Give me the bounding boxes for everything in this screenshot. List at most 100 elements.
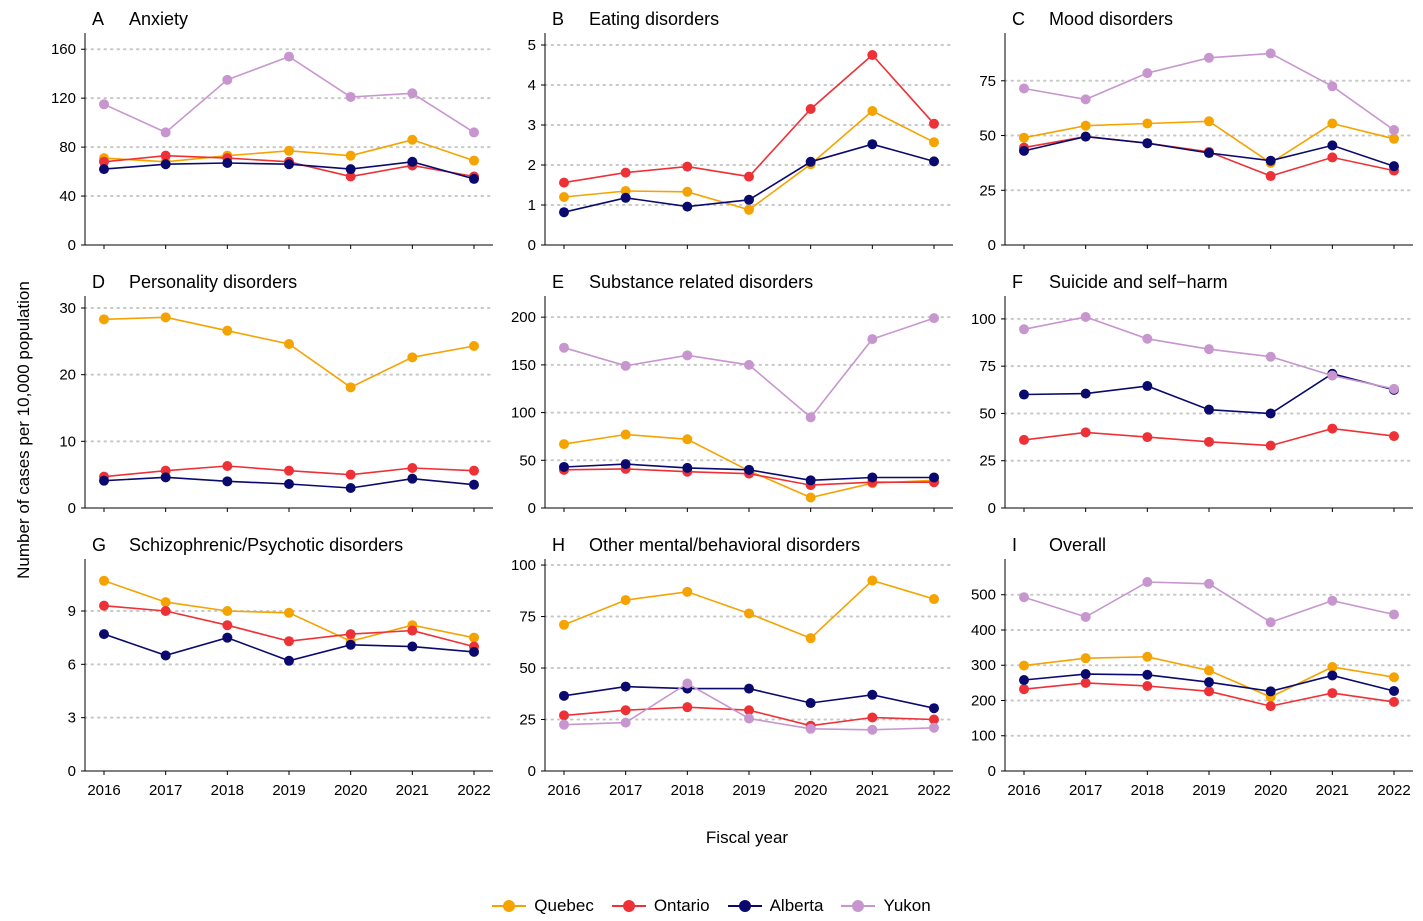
data-point-quebec (407, 134, 418, 145)
panel-b: 0 1 2 3 4 5B Eating disorders (528, 9, 954, 254)
data-point-quebec (160, 312, 171, 323)
data-point-alberta (1265, 686, 1276, 697)
data-point-quebec (284, 607, 294, 618)
panel-title: Anxiety (129, 9, 188, 29)
data-point-yukon (805, 723, 816, 734)
data-point-yukon (1389, 609, 1399, 620)
y-tick-label: 20 (59, 367, 76, 384)
data-point-yukon (1265, 48, 1276, 59)
data-point-quebec (1389, 133, 1399, 144)
data-point-ontario (620, 167, 631, 178)
x-axis-title: Fiscal year (705, 828, 789, 847)
data-point-quebec (284, 339, 294, 349)
data-point-ontario (1389, 431, 1399, 442)
data-point-ontario (929, 714, 939, 725)
legend-item-alberta[interactable]: Alberta (727, 896, 823, 916)
panel-letter: H (552, 535, 565, 555)
data-point-ontario (1327, 688, 1338, 699)
data-point-yukon (1327, 370, 1338, 381)
data-point-quebec (929, 137, 939, 148)
data-point-quebec (682, 586, 693, 597)
data-point-ontario (160, 606, 171, 616)
data-point-alberta (867, 472, 878, 483)
x-tick-label: 2020 (1254, 782, 1287, 799)
data-point-yukon (1142, 68, 1153, 79)
data-point-alberta (469, 173, 479, 184)
data-point-alberta (1389, 685, 1399, 696)
y-tick-label: 160 (51, 41, 76, 58)
y-tick-label: 75 (979, 358, 996, 375)
data-point-alberta (744, 464, 754, 475)
data-point-alberta (1389, 161, 1399, 172)
x-tick-label: 2021 (396, 782, 429, 799)
legend-dot-ontario (622, 900, 635, 912)
data-point-quebec (1204, 665, 1214, 676)
data-point-alberta (160, 650, 171, 661)
data-point-yukon (559, 719, 569, 730)
data-point-yukon (1142, 577, 1153, 588)
data-point-alberta (559, 690, 569, 701)
x-tick-label: 2019 (1192, 782, 1225, 799)
data-point-quebec (469, 155, 479, 166)
panel-h: 0 25 50 75 100 2016 2017 2018 2019 2020 2021 2022 H O… (511, 535, 954, 799)
data-point-yukon (222, 74, 233, 85)
data-point-alberta (559, 461, 569, 472)
data-point-quebec (469, 341, 479, 351)
x-tick-label: 2018 (211, 782, 244, 799)
data-point-ontario (1204, 436, 1214, 447)
legend-item-ontario[interactable]: Ontario (611, 896, 710, 916)
data-point-quebec (559, 192, 569, 202)
y-tick-label: 100 (511, 405, 536, 422)
data-point-alberta (620, 681, 631, 692)
data-point-quebec (222, 606, 233, 616)
data-point-yukon (805, 412, 816, 423)
panel-title: Personality disorders (129, 272, 297, 292)
data-point-quebec (407, 352, 418, 363)
data-point-quebec (1080, 653, 1091, 664)
data-point-ontario (1389, 696, 1399, 707)
legend-item-quebec[interactable]: Quebec (492, 896, 594, 916)
data-point-quebec (99, 575, 109, 586)
y-tick-label: 3 (528, 117, 536, 134)
panel-title: Schizophrenic/Psychotic disorders (129, 535, 403, 555)
data-point-ontario (1265, 171, 1276, 182)
data-point-ontario (1327, 423, 1338, 434)
data-point-ontario (469, 465, 479, 476)
panel-title: Other mental/behavioral disorders (589, 535, 860, 555)
x-tick-label: 2016 (1007, 782, 1040, 799)
data-point-quebec (682, 434, 693, 445)
data-point-quebec (805, 492, 816, 503)
data-point-quebec (805, 633, 816, 644)
legend-item-yukon[interactable]: Yukon (841, 896, 931, 916)
y-tick-label: 0 (528, 500, 536, 517)
y-tick-label: 50 (519, 452, 536, 469)
data-point-ontario (407, 625, 418, 636)
data-point-alberta (744, 194, 754, 205)
x-tick-label: 2017 (149, 782, 182, 799)
data-point-quebec (1142, 118, 1153, 129)
panel-g: 0 3 6 9 2016 2017 2018 2019 2020 2021 2022 G Schizop… (68, 535, 494, 799)
data-point-ontario (99, 600, 109, 611)
data-point-alberta (1204, 148, 1214, 159)
data-point-yukon (469, 127, 479, 138)
data-point-alberta (1080, 131, 1091, 142)
legend-dot-alberta (738, 900, 751, 912)
y-tick-label: 300 (971, 657, 996, 674)
data-point-ontario (805, 104, 816, 114)
legend-label-ontario: Ontario (653, 896, 710, 915)
y-tick-label: 0 (988, 500, 996, 517)
data-point-yukon (1327, 595, 1338, 606)
data-point-yukon (559, 342, 569, 353)
legend-dot-yukon (852, 900, 865, 912)
y-tick-label: 50 (979, 128, 996, 145)
y-tick-label: 80 (59, 139, 76, 156)
data-point-quebec (222, 325, 233, 336)
x-tick-label: 2021 (856, 782, 889, 799)
x-tick-label: 2016 (87, 782, 120, 799)
data-point-ontario (99, 156, 109, 167)
data-point-yukon (1019, 324, 1029, 335)
panel-letter: F (1012, 272, 1023, 292)
data-point-quebec (1204, 116, 1214, 127)
y-tick-label: 30 (59, 300, 76, 317)
